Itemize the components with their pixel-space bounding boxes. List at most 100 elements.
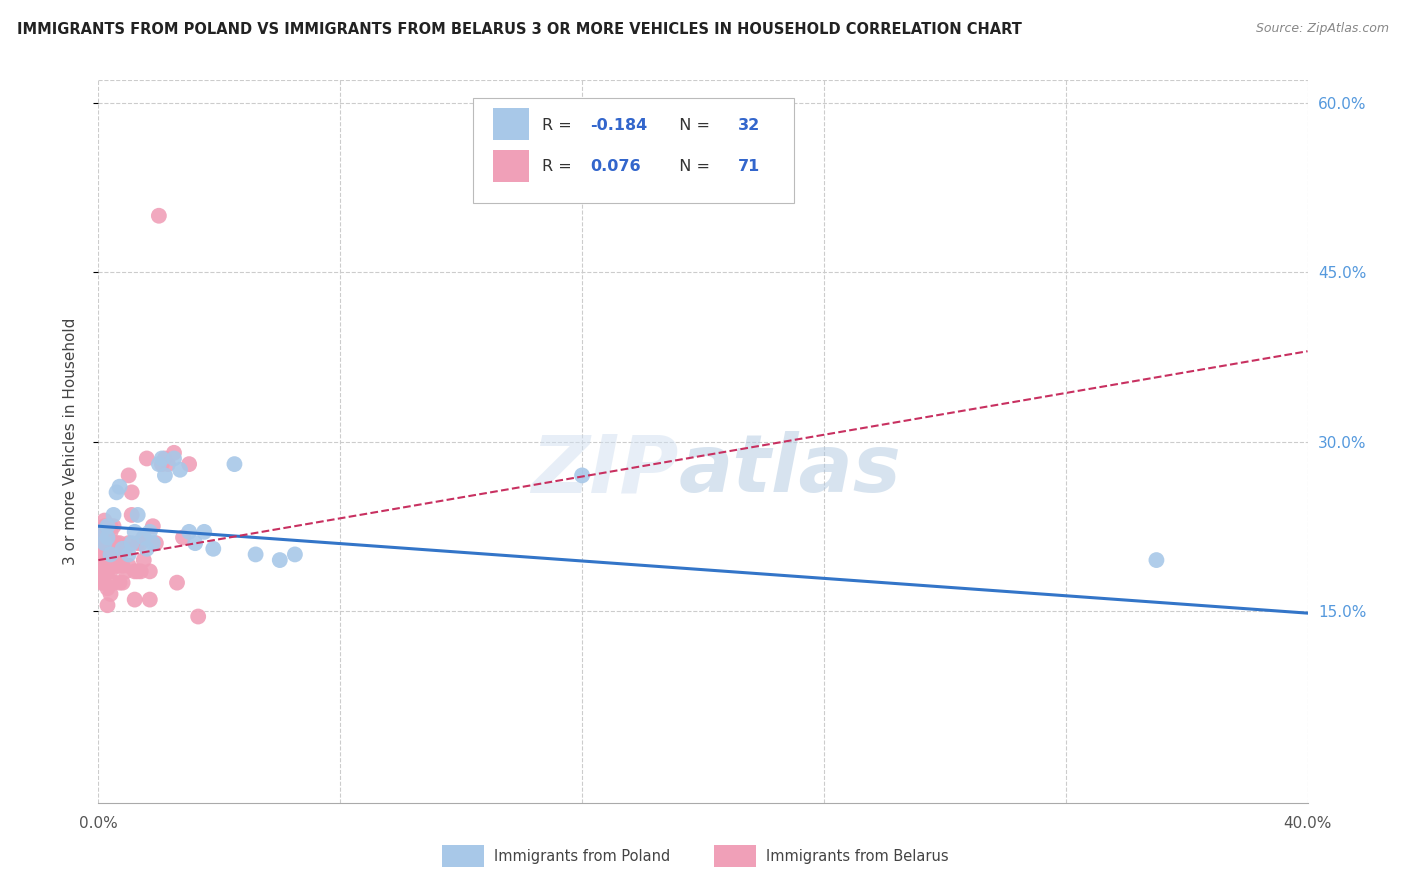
Point (114, 541, 136, 556)
Point (135, 451, 157, 466)
Point (150, 457, 173, 471)
Point (139, 565, 162, 579)
Point (184, 536, 207, 550)
Point (121, 508, 143, 522)
Point (135, 541, 157, 556)
Point (93, 536, 115, 550)
Text: R =: R = (543, 160, 582, 175)
Point (172, 531, 194, 545)
Point (108, 480, 131, 494)
Point (129, 536, 152, 550)
Point (132, 553, 155, 567)
Text: Immigrants from Belarus: Immigrants from Belarus (766, 849, 949, 863)
Point (90, 524, 112, 539)
Text: IMMIGRANTS FROM POLAND VS IMMIGRANTS FROM BELARUS 3 OR MORE VEHICLES IN HOUSEHOL: IMMIGRANTS FROM POLAND VS IMMIGRANTS FRO… (17, 22, 1022, 37)
Point (245, 548, 267, 562)
Point (105, 536, 128, 550)
Y-axis label: 3 or more Vehicles in Household: 3 or more Vehicles in Household (63, 318, 77, 566)
Point (139, 524, 162, 539)
Point (163, 451, 186, 466)
Point (124, 524, 146, 539)
Point (103, 508, 125, 522)
Point (108, 536, 131, 550)
Point (118, 548, 141, 562)
Point (100, 536, 122, 550)
Point (166, 575, 188, 590)
Point (153, 451, 176, 466)
Point (169, 463, 191, 477)
Point (111, 541, 134, 556)
Point (148, 457, 170, 471)
Point (100, 519, 122, 533)
FancyBboxPatch shape (492, 109, 529, 140)
Text: 32: 32 (738, 118, 761, 133)
Point (127, 508, 149, 522)
Point (96, 582, 118, 596)
Text: 71: 71 (738, 160, 761, 175)
Point (118, 536, 141, 550)
Point (93, 519, 115, 533)
Point (142, 536, 165, 550)
Point (108, 575, 131, 590)
Point (90, 575, 112, 590)
Point (121, 536, 143, 550)
Point (105, 548, 128, 562)
FancyBboxPatch shape (492, 151, 529, 182)
Point (111, 541, 134, 556)
Point (96, 524, 118, 539)
Point (127, 565, 149, 579)
Point (156, 457, 179, 471)
Point (187, 609, 209, 624)
Point (129, 565, 152, 579)
Point (105, 485, 128, 500)
Point (127, 536, 149, 550)
Point (111, 575, 134, 590)
Point (224, 457, 246, 471)
Point (100, 565, 122, 579)
Point (284, 548, 307, 562)
Point (96, 519, 118, 533)
Point (139, 592, 162, 607)
Point (93, 536, 115, 550)
Point (90, 531, 112, 545)
Point (96, 531, 118, 545)
FancyBboxPatch shape (474, 98, 793, 203)
Point (96, 599, 118, 613)
Point (111, 558, 134, 573)
Point (124, 565, 146, 579)
Point (93, 575, 115, 590)
Point (132, 531, 155, 545)
Point (96, 548, 118, 562)
Text: R =: R = (543, 118, 576, 133)
Point (148, 209, 170, 223)
Point (90, 565, 112, 579)
Point (96, 536, 118, 550)
Point (114, 565, 136, 579)
Text: -0.184: -0.184 (591, 118, 648, 133)
Text: N =: N = (669, 118, 716, 133)
Point (100, 524, 122, 539)
Point (93, 524, 115, 539)
Text: ZIP: ZIP (531, 432, 679, 509)
Point (96, 565, 118, 579)
Point (571, 468, 593, 483)
Point (90, 548, 112, 562)
Point (179, 524, 201, 539)
Point (96, 519, 118, 533)
Point (118, 558, 141, 573)
FancyBboxPatch shape (714, 846, 756, 867)
Point (121, 485, 143, 500)
Point (193, 524, 215, 539)
Point (105, 558, 128, 573)
Point (118, 468, 141, 483)
Point (153, 468, 176, 483)
Point (108, 553, 131, 567)
Point (202, 541, 225, 556)
Text: Immigrants from Poland: Immigrants from Poland (494, 849, 671, 863)
Text: Source: ZipAtlas.com: Source: ZipAtlas.com (1256, 22, 1389, 36)
Point (124, 592, 146, 607)
Point (103, 575, 125, 590)
Point (90, 558, 112, 573)
Point (163, 446, 186, 460)
Point (100, 548, 122, 562)
